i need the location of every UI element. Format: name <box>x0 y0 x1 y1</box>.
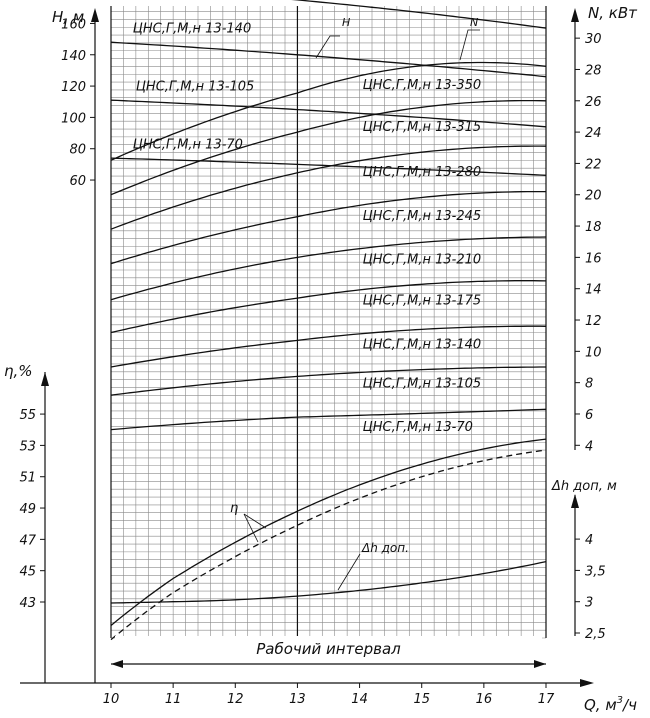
n-axis-tick-label: 26 <box>585 95 602 110</box>
series-line-eta <box>110 449 547 641</box>
q-axis-tick-label: 13 <box>289 692 306 707</box>
interval-bg <box>115 636 542 674</box>
q-axis-label: Q, м3/ч <box>584 695 637 714</box>
eta-leader-2 <box>243 513 259 543</box>
eta-axis-tick-label: 53 <box>19 439 36 454</box>
n-axis-tick-label: 12 <box>585 314 602 329</box>
q-axis-tick-label: 12 <box>227 692 244 707</box>
q-axis-tick-label: 14 <box>351 692 368 707</box>
h-curve-label: ЦНС,Г,М,н 13-105 <box>136 80 254 95</box>
n-axis-tick-label: 20 <box>585 189 602 204</box>
h-axis-tick-label: 80 <box>69 143 86 158</box>
n-axis-tick-label: 4 <box>585 439 593 454</box>
eta-leader-1 <box>243 513 267 529</box>
eta-axis-tick-label: 45 <box>19 565 36 580</box>
dh-axis-tick-label: 3,5 <box>585 564 606 579</box>
n-axis-tick-label: 8 <box>585 377 593 392</box>
h-axis-tick-label: 180 <box>61 0 86 1</box>
h-axis-tick-label: 160 <box>61 17 86 32</box>
n-curve-label: ЦНС,Г,М,н 13-105 <box>363 376 481 391</box>
eta-axis-tick-label: 49 <box>19 502 36 517</box>
h-axis-arrow <box>91 8 99 22</box>
n-axis-tick-label: 16 <box>585 251 602 266</box>
n-curve-label: ЦНС,Г,М,н 13-315 <box>363 120 481 135</box>
dh-curve-tag: Δh доп. <box>361 541 409 555</box>
n-axis-tick-label: 10 <box>585 345 602 360</box>
interval-arrow-left <box>111 660 123 668</box>
grid <box>110 6 547 639</box>
series-line-dh <box>110 560 547 604</box>
dh-axis-tick-label: 3 <box>585 596 593 611</box>
h-axis-tick-label: 140 <box>61 49 86 64</box>
dh-axis-tick-label: 4 <box>585 533 593 548</box>
series-line-eta <box>110 438 547 627</box>
n-curve-label: ЦНС,Г,М,н 13-280 <box>363 165 481 180</box>
series-line-N <box>110 190 546 265</box>
h-label-leader <box>315 35 340 59</box>
series-line-N <box>110 61 547 161</box>
n-axis-arrow <box>571 8 579 22</box>
eta-axis-arrow <box>41 372 49 386</box>
n-axis-label: N, кВт <box>588 4 638 22</box>
n-curve-label: ЦНС,Г,М,н 13-175 <box>363 294 481 309</box>
dh-axis-tick-label: 2,5 <box>585 627 606 642</box>
n-curve-label: ЦНС,Г,М,н 13-350 <box>363 78 481 93</box>
series-line-N <box>110 280 547 334</box>
dh-axis-label: Δh доп, м <box>551 479 617 494</box>
q-axis-tick-label: 11 <box>165 692 182 707</box>
series-line-N <box>110 366 546 396</box>
n-curve-label: ЦНС,Г,М,н 13-210 <box>363 252 481 267</box>
h-curve-label: ЦНС,Г,М,н 13-70 <box>133 138 243 153</box>
h-curve-label: ЦНС,Г,М,н 13-140 <box>133 22 251 37</box>
series-line-N <box>110 99 547 196</box>
eta-axis-tick-label: 55 <box>19 408 36 423</box>
interval-arrow-right <box>534 660 546 668</box>
working-interval: Рабочий интервал <box>111 636 546 674</box>
interval-label: Рабочий интервал <box>256 640 401 658</box>
q-axis-tick-label: 16 <box>476 692 493 707</box>
series-line-H <box>110 157 547 176</box>
h-axis-tick-label: 100 <box>61 111 86 126</box>
q-axis-tick-label: 10 <box>103 692 120 707</box>
series-line-H <box>290 0 547 29</box>
n-curve-label: ЦНС,Г,М,н 13-70 <box>363 420 473 435</box>
n-axis-tick-label: 6 <box>585 408 593 423</box>
h-curve-tag: H <box>342 16 350 29</box>
axes: 6080100120140160180200220240260280300320… <box>4 0 638 714</box>
n-axis-tick-label: 22 <box>585 157 602 172</box>
n-label-leader <box>459 29 480 61</box>
n-axis-tick-label: 24 <box>585 126 602 141</box>
eta-axis-tick-label: 43 <box>19 596 36 611</box>
eta-curve-tag: η <box>230 501 238 516</box>
q-axis-arrow <box>580 679 594 687</box>
series-line-N <box>110 325 547 368</box>
series-line-N <box>110 408 547 431</box>
curve-labels: ЦНС,Г,М,н 13-350 ЦНС,Г,М,н 13-315 ЦНС,Г,М,… <box>133 16 481 591</box>
series-line-H <box>110 41 547 78</box>
series-line-H <box>110 99 547 128</box>
q-axis-tick-label: 15 <box>413 692 430 707</box>
n-curve-label: ЦНС,Г,М,н 13-245 <box>363 209 481 224</box>
dh-leader <box>337 553 361 591</box>
q-axis-tick-label: 17 <box>538 692 555 707</box>
h-axis-tick-label: 120 <box>61 80 86 95</box>
n-axis-tick-label: 18 <box>585 220 602 235</box>
n-curve-tag: N <box>470 16 478 29</box>
series-line-N <box>110 236 547 301</box>
n-axis-tick-label: 30 <box>585 32 602 47</box>
eta-axis-tick-label: 51 <box>19 471 36 486</box>
eta-axis-label: η,% <box>4 362 33 380</box>
n-axis-tick-label: 14 <box>585 283 602 298</box>
h-axis-tick-label: 60 <box>69 174 86 189</box>
n-curve-label: ЦНС,Г,М,н 13-140 <box>363 338 481 353</box>
curves <box>110 0 547 641</box>
eta-axis-tick-label: 47 <box>19 533 36 548</box>
n-axis-tick-label: 28 <box>585 63 602 78</box>
h-axis-label: H, м <box>52 8 84 26</box>
dh-axis-arrow <box>571 494 579 508</box>
series-line-N <box>110 145 547 230</box>
